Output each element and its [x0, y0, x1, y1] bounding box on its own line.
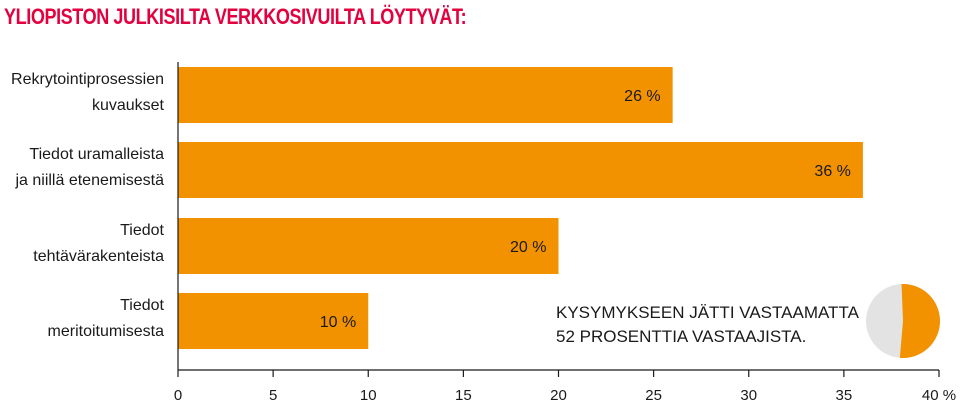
pie-chart	[866, 284, 941, 358]
note: KYSYMYKSEEN JÄTTI VASTAAMATTA 52 PROSENTT…	[556, 303, 860, 346]
x-tick-label-2: 10	[360, 387, 377, 404]
x-tick-label-1: 5	[269, 387, 277, 404]
note-line-1: 52 PROSENTTIA VASTAAJISTA.	[556, 327, 806, 346]
x-tick-label-6: 30	[740, 387, 757, 404]
bar-1	[178, 142, 863, 198]
chart-title: YLIOPISTON JULKISILTA VERKKOSIVUILTA LÖY…	[4, 4, 467, 29]
bars-layer: 26 % 36 % 20 % 10 %	[178, 67, 863, 349]
category-label-1-1: ja niillä etenemisestä	[14, 172, 164, 189]
category-label-1-0: Tiedot uramalleista	[29, 146, 164, 163]
value-label-1: 36 %	[814, 163, 850, 180]
value-label-3: 10 %	[320, 314, 356, 331]
category-labels: Rekrytointiprosessien kuvaukset Tiedot ura…	[11, 71, 165, 340]
category-label-2-1: tehtävärakenteista	[33, 248, 164, 265]
x-axis: 0 5 10 15 20 25 30 35 40 %	[174, 62, 956, 404]
value-label-2: 20 %	[510, 239, 546, 256]
note-line-0: KYSYMYKSEEN JÄTTI VASTAAMATTA	[556, 303, 860, 322]
bar-3	[178, 293, 369, 349]
category-label-3-0: Tiedot	[120, 297, 164, 314]
pie-slice-0	[899, 284, 941, 358]
category-label-0-0: Rekrytointiprosessien	[11, 71, 164, 88]
category-label-2-0: Tiedot	[120, 222, 164, 239]
value-label-0: 26 %	[624, 88, 660, 105]
x-tick-label-3: 15	[455, 387, 472, 404]
x-tick-label-7: 35	[836, 387, 853, 404]
x-tick-label-0: 0	[174, 387, 182, 404]
category-label-3-1: meritoitumisesta	[48, 323, 165, 340]
x-tick-label-5: 25	[645, 387, 662, 404]
x-tick-label-8: 40 %	[922, 387, 956, 404]
bar-0	[178, 67, 673, 123]
bar-2	[178, 218, 559, 274]
category-label-0-1: kuvaukset	[92, 97, 165, 114]
x-tick-label-4: 20	[550, 387, 567, 404]
